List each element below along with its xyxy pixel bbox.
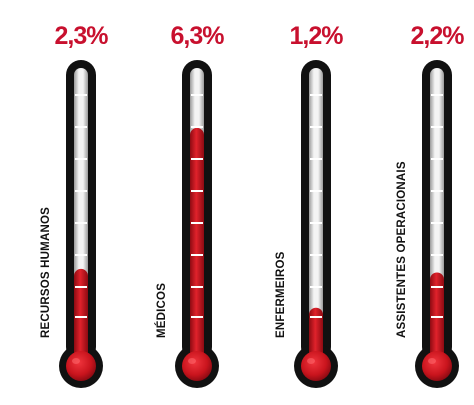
mercury-bulb xyxy=(301,351,331,381)
thermometer-2: 6,3% MÉDICOS xyxy=(155,22,225,388)
value-label: 2,2% xyxy=(411,22,465,50)
mercury-column xyxy=(309,307,323,362)
mercury-bulb xyxy=(422,351,452,381)
mercury-column xyxy=(74,268,88,362)
mercury-column xyxy=(190,127,204,362)
category-label: MÉDICOS xyxy=(155,283,168,338)
mercury-bulb xyxy=(182,351,212,381)
value-label: 2,3% xyxy=(55,22,109,50)
bulb-highlight xyxy=(428,358,436,364)
mercury-bulb xyxy=(66,351,96,381)
category-label: RECURSOS HUMANOS xyxy=(40,207,52,338)
thermometer-4: 2,2% ASSISTENTES OPERACIONAIS xyxy=(396,22,465,388)
category-label: ENFERMEIROS xyxy=(275,251,287,338)
bulb-highlight xyxy=(307,358,315,364)
thermometer-1: 2,3% RECURSOS HUMANOS xyxy=(40,22,109,388)
bulb-highlight xyxy=(72,358,80,364)
thermometer-3: 1,2% ENFERMEIROS xyxy=(275,22,344,388)
category-label: ASSISTENTES OPERACIONAIS xyxy=(396,161,408,338)
bulb-highlight xyxy=(188,358,196,364)
value-label: 1,2% xyxy=(290,22,344,50)
value-label: 6,3% xyxy=(171,22,225,50)
